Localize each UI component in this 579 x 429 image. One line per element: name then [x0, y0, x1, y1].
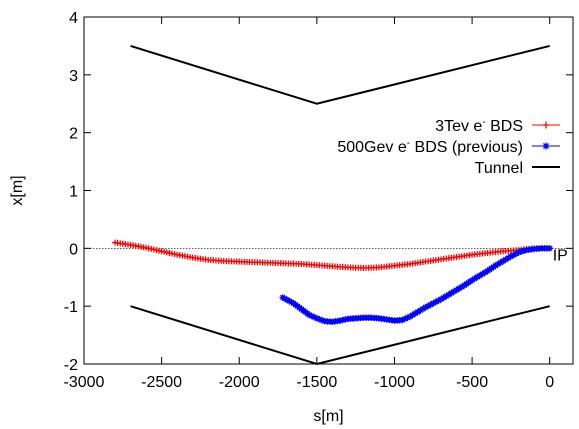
- data-point: [512, 250, 520, 257]
- legend-sample-marker: [542, 142, 550, 150]
- data-point: [474, 273, 481, 281]
- y-tick-label: 3: [69, 68, 78, 85]
- series-2: [130, 44, 550, 366]
- y-tick-label: -2: [64, 357, 78, 374]
- data-point: [318, 317, 326, 324]
- data-point: [450, 288, 458, 295]
- x-tick-label: -3000: [64, 374, 105, 391]
- legend-label-500gev: 500Gev e- BDS (previous): [337, 138, 523, 156]
- data-point: [406, 313, 414, 320]
- data-point: [281, 295, 289, 302]
- data-point: [313, 315, 321, 322]
- data-point: [505, 254, 512, 262]
- tunnel-line: [130, 44, 550, 105]
- x-tick-label: -2000: [219, 374, 260, 391]
- data-point: [401, 315, 409, 323]
- data-point: [520, 247, 528, 255]
- y-tick-label: 4: [69, 10, 78, 27]
- data-point: [468, 276, 476, 284]
- data-point: [502, 256, 509, 263]
- data-point: [455, 285, 463, 292]
- legend-label-tunnel: Tunnel: [475, 160, 523, 177]
- y-tick-label: 0: [69, 241, 78, 258]
- data-point: [458, 283, 465, 291]
- data-point: [316, 316, 323, 323]
- data-point: [453, 286, 460, 294]
- y-tick-label: -1: [64, 299, 78, 316]
- data-point: [448, 289, 455, 297]
- data-point: [476, 272, 484, 279]
- data-point: [279, 294, 286, 301]
- data-point: [305, 311, 313, 319]
- data-point: [417, 307, 424, 314]
- data-point: [427, 301, 434, 308]
- x-tick-label: 0: [545, 374, 554, 391]
- x-tick-label: -2500: [141, 374, 182, 391]
- data-point: [422, 304, 429, 311]
- data-point: [308, 312, 315, 320]
- data-point: [411, 310, 419, 317]
- data-point: [283, 296, 291, 304]
- data-point: [437, 296, 445, 303]
- data-point: [494, 260, 502, 268]
- data-point: [404, 314, 411, 321]
- data-point: [414, 308, 421, 316]
- data-point: [481, 269, 489, 276]
- y-axis-label: x[m]: [9, 175, 26, 205]
- data-point: [445, 291, 453, 298]
- data-point: [440, 294, 447, 301]
- x-axis-label: s[m]: [313, 408, 343, 425]
- series-1: [279, 245, 553, 325]
- data-point: [492, 262, 499, 269]
- legend: 3Tev e- BDS 500Gev e- BDS (previous) Tun…: [337, 117, 560, 177]
- data-point: [430, 300, 437, 307]
- data-point: [419, 305, 427, 313]
- tunnel-line: [130, 305, 550, 366]
- data-point: [479, 270, 486, 278]
- data-point: [471, 275, 478, 282]
- data-point: [499, 257, 507, 265]
- x-tick-label: -1000: [374, 374, 415, 391]
- data-point: [510, 251, 517, 259]
- data-point: [311, 313, 318, 321]
- legend-label-3tev: 3Tev e- BDS: [435, 117, 523, 135]
- y-tick-label: 2: [69, 126, 78, 143]
- x-tick-label: -1500: [296, 374, 337, 391]
- ip-annotation: IP: [553, 247, 568, 264]
- x-tick-label: -500: [456, 374, 488, 391]
- data-point: [424, 302, 432, 310]
- data-point: [435, 297, 442, 304]
- legend-sample-marker: [542, 121, 550, 129]
- data-point: [497, 259, 504, 266]
- data-point: [518, 248, 525, 255]
- data-point: [443, 292, 450, 300]
- data-point: [409, 311, 416, 319]
- y-tick-label: 1: [69, 184, 78, 201]
- plot-frame: [83, 16, 574, 365]
- data-point: [432, 298, 440, 306]
- data-point: [515, 249, 522, 256]
- data-point: [399, 316, 406, 324]
- data-point: [286, 297, 293, 305]
- series-0: [112, 239, 553, 271]
- data-point: [546, 245, 553, 252]
- data-point: [288, 298, 295, 306]
- data-point: [507, 253, 515, 260]
